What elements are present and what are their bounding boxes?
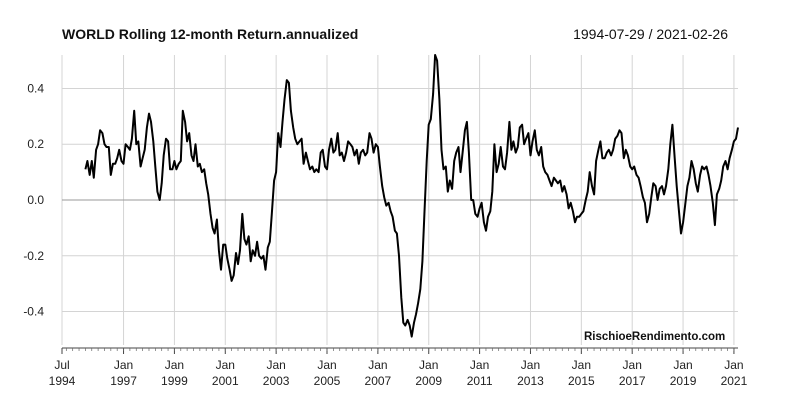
x-tick-label-year: 2017 (619, 374, 646, 388)
x-tick-label-year: 2007 (365, 374, 392, 388)
x-tick-label-month: Jan (114, 358, 133, 372)
x-tick-label-month: Jan (724, 358, 743, 372)
x-tick-label-year: 1997 (110, 374, 137, 388)
x-tick-label-year: 2015 (568, 374, 595, 388)
y-tick-label: 0.2 (27, 137, 44, 151)
y-tick-label: -0.4 (23, 305, 44, 319)
y-gridlines (62, 87, 738, 313)
y-tick-label: -0.2 (23, 249, 44, 263)
x-tick-label-month: Jul (54, 358, 69, 372)
x-axis: Jul 1994 Jan 1997 Jan 1999 Jan 2001 Jan 2003 Jan 20… (49, 347, 748, 388)
y-axis: 0.4 0.2 0.0 -0.2 -0.4 (23, 81, 44, 318)
x-tick-label-month: Jan (572, 358, 591, 372)
x-tick-label-year: 2001 (212, 374, 239, 388)
chart-title: WORLD Rolling 12-month Return.annualized (62, 26, 359, 42)
x-tick-label-year: 2013 (517, 374, 544, 388)
x-tick-label-month: Jan (419, 358, 438, 372)
series-line (84, 54, 739, 338)
x-tick-label-month: Jan (266, 358, 285, 372)
x-tick-label-month: Jan (623, 358, 642, 372)
x-tick-label-year: 1999 (161, 374, 188, 388)
y-tick-label: 0.0 (27, 193, 44, 207)
x-tick-label-month: Jan (521, 358, 540, 372)
x-tick-label-year: 1994 (49, 374, 76, 388)
x-tick-label-year: 2011 (467, 374, 493, 388)
series-layer (84, 54, 739, 338)
x-tick-label-year: 2019 (670, 374, 697, 388)
x-tick-label-month: Jan (317, 358, 336, 372)
x-tick-label-year: 2021 (721, 374, 748, 388)
x-tick-label-month: Jan (673, 358, 692, 372)
x-tick-label-month: Jan (165, 358, 184, 372)
x-tick-label-year: 2009 (415, 374, 442, 388)
x-tick-label-month: Jan (470, 358, 489, 372)
x-tick-label-year: 2003 (263, 374, 290, 388)
date-range-label: 1994-07-29 / 2021-02-26 (573, 26, 728, 42)
x-tick-label-month: Jan (216, 358, 235, 372)
y-tick-label: 0.4 (27, 81, 44, 95)
watermark: RischioeRendimento.com (584, 331, 726, 343)
x-tick-label-year: 2005 (314, 374, 341, 388)
x-tick-label-month: Jan (368, 358, 387, 372)
